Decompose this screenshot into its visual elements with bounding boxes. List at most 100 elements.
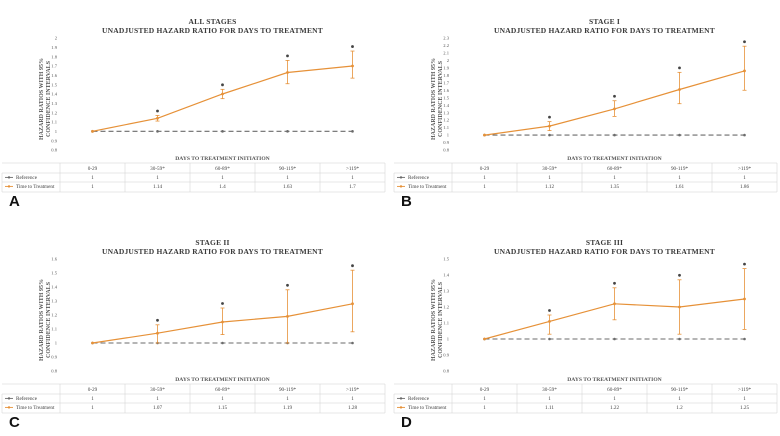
x-tick-label: 60-89* — [607, 387, 622, 393]
significance-marker — [156, 109, 159, 113]
y-tick-label: 1.4 — [443, 103, 449, 108]
chart-svg: 0.8 0.9 1 1.1 1.2 1.3 1.4 1.5 0-29 30-59* 60-89* 90… — [393, 257, 778, 414]
time-to-treatment-point — [678, 305, 681, 309]
y-tick-label: 1.3 — [443, 289, 449, 294]
time-to-treatment-point — [548, 124, 551, 128]
reference-point — [286, 130, 289, 133]
time-to-treatment-point — [743, 69, 746, 73]
legend-swatch-marker — [399, 185, 403, 188]
data-label: 1.61 — [675, 184, 684, 190]
legend-label: Time to Treatment — [16, 405, 55, 411]
y-tick-label: 1.6 — [443, 88, 449, 93]
y-tick-label: 1.4 — [51, 285, 57, 290]
y-tick-label: 1.2 — [443, 118, 449, 123]
data-label: 1.4 — [219, 184, 226, 190]
chart-title-line2: UNADJUSTED HAZARD RATIO FOR DAYS TO TREA… — [102, 247, 323, 256]
legend-swatch-marker — [399, 176, 403, 179]
legend-swatch-marker — [7, 406, 11, 409]
significance-marker — [221, 83, 224, 87]
y-tick-label: 1.4 — [443, 273, 449, 278]
y-tick-label: 0.9 — [443, 353, 449, 358]
y-tick-label: 0.9 — [51, 138, 57, 143]
x-tick-label: 0-29 — [88, 166, 98, 172]
time-to-treatment-point — [286, 71, 289, 74]
x-tick-label: >119* — [738, 387, 752, 393]
chart-svg: 0.8 0.9 1 1.1 1.2 1.3 1.4 1.5 1.6 0-29 30-59* 60-89… — [1, 257, 386, 414]
y-tick-label: 1.6 — [51, 73, 57, 78]
panel-letter: C — [9, 414, 20, 431]
data-label: 1 — [91, 396, 94, 402]
reference-point — [221, 341, 224, 345]
significance-marker — [286, 283, 289, 287]
data-label: 1.35 — [610, 184, 619, 190]
x-axis-label: DAYS TO TREATMENT INITIATION — [567, 156, 662, 162]
y-tick-label: 2.1 — [443, 51, 449, 56]
data-label: 1 — [678, 396, 681, 402]
time-to-treatment-point — [351, 302, 354, 306]
significance-marker — [156, 318, 159, 322]
time-to-treatment-point — [156, 116, 159, 120]
data-label: 1.12 — [545, 184, 554, 190]
data-label: 1 — [91, 175, 94, 181]
data-label: 1 — [483, 175, 486, 181]
reference-point — [613, 133, 616, 137]
data-label: 1.19 — [283, 405, 292, 411]
data-label: 1 — [743, 175, 746, 181]
significance-marker — [613, 281, 616, 285]
legend-swatch-marker — [7, 185, 11, 188]
y-tick-label: 0.8 — [51, 369, 57, 374]
panel-letter: B — [401, 193, 412, 210]
data-label: 1 — [613, 396, 616, 402]
data-label: 1 — [548, 175, 551, 181]
chart-title-line2: UNADJUSTED HAZARD RATIO FOR DAYS TO TREA… — [494, 26, 715, 35]
y-tick-label: 2.3 — [443, 36, 449, 41]
data-label: 1 — [286, 175, 289, 181]
data-label: 1.86 — [740, 184, 749, 190]
time-to-treatment-point — [286, 315, 289, 318]
data-label: 1.07 — [153, 405, 162, 411]
legend-swatch-marker — [7, 176, 11, 179]
time-to-treatment-point — [613, 107, 616, 111]
reference-point — [548, 337, 551, 341]
data-label: 1 — [221, 396, 224, 402]
reference-point — [743, 133, 746, 137]
time-to-treatment-point — [613, 302, 616, 306]
y-tick-label: 0.8 — [51, 148, 57, 153]
significance-marker — [351, 264, 354, 268]
chart-title-line1: ALL STAGES — [188, 17, 237, 26]
significance-marker — [743, 262, 746, 266]
y-tick-label: 1.2 — [443, 305, 449, 310]
x-tick-label: 60-89* — [607, 166, 622, 172]
legend-swatch-marker — [399, 406, 403, 409]
y-tick-label: 2 — [55, 36, 58, 41]
time-to-treatment-point — [483, 337, 486, 341]
y-tick-label: 2.2 — [443, 43, 449, 48]
x-tick-label: >119* — [346, 387, 360, 393]
data-label: 1 — [351, 396, 354, 402]
chart-svg: 0.8 0.9 1 1.1 1.2 1.3 1.4 1.5 1.6 1.7 1.8 1.9 2 0-29 3… — [1, 36, 386, 193]
y-tick-label: 1.7 — [443, 80, 449, 85]
time-to-treatment-point — [351, 64, 354, 68]
y-tick-label: 1 — [447, 133, 450, 138]
data-label: 1.7 — [349, 184, 356, 190]
y-tick-label: 0.8 — [443, 148, 449, 153]
y-tick-label: 1.7 — [51, 64, 57, 69]
y-tick-label: 1.1 — [51, 120, 57, 125]
chart-svg: 0.8 0.9 1 1.1 1.2 1.3 1.4 1.5 1.6 1.7 1.8 1.9 2 2.1 2.… — [393, 36, 778, 193]
x-axis-label: DAYS TO TREATMENT INITIATION — [567, 377, 662, 383]
significance-marker — [613, 94, 616, 98]
legend-label: Reference — [408, 395, 430, 402]
y-tick-label: 2 — [447, 58, 450, 63]
chart-title-line2: UNADJUSTED HAZARD RATIO FOR DAYS TO TREA… — [494, 247, 715, 256]
reference-point — [678, 133, 681, 137]
x-tick-label: 90-119* — [671, 166, 689, 172]
data-label: 1 — [483, 396, 486, 402]
x-tick-label: 0-29 — [88, 387, 98, 393]
legend-label: Reference — [16, 395, 38, 402]
reference-point — [221, 130, 224, 133]
reference-point — [678, 337, 681, 341]
data-table-grid — [1, 383, 386, 414]
time-to-treatment-point — [91, 129, 94, 133]
y-tick-label: 1.5 — [51, 82, 57, 87]
data-label: 1 — [351, 175, 354, 181]
